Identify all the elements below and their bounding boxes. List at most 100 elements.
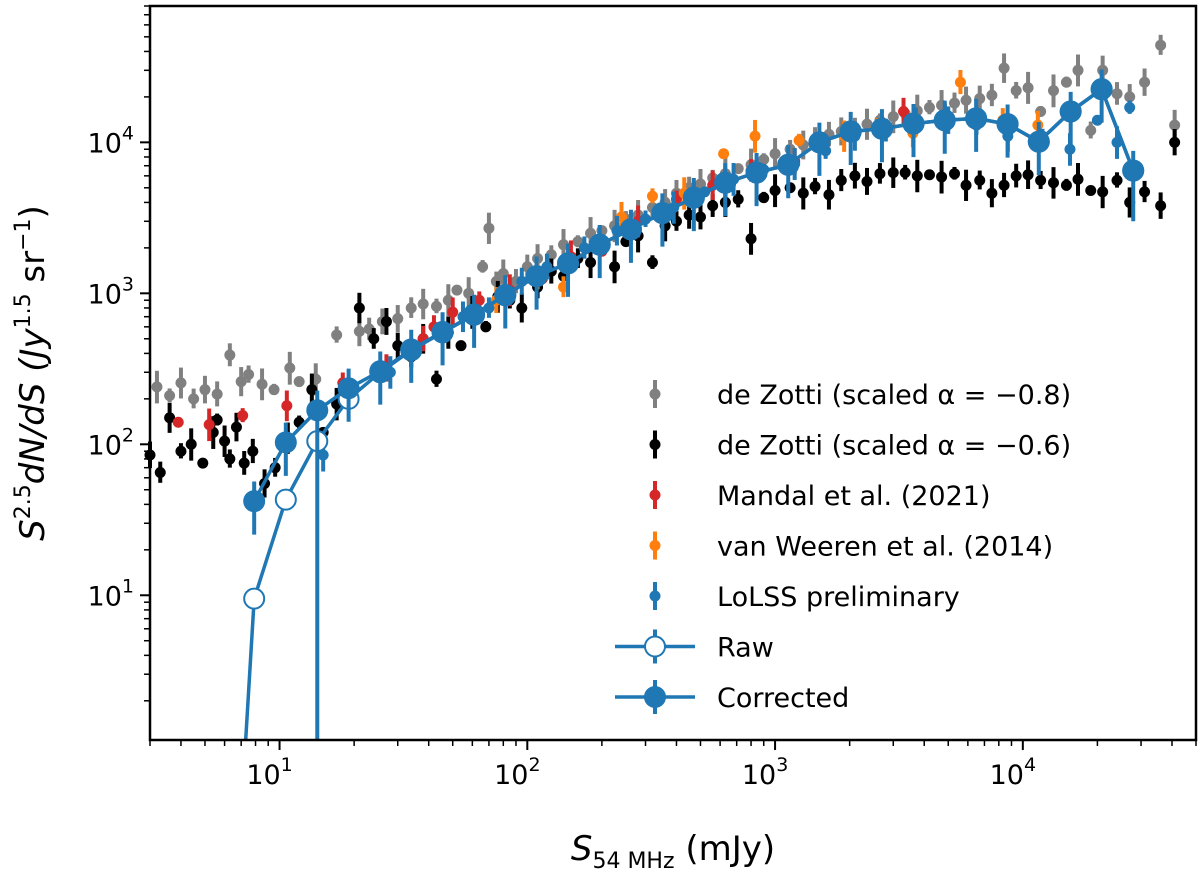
data-point <box>954 76 966 88</box>
data-point <box>293 376 305 388</box>
data-point <box>849 170 861 182</box>
legend-label: van Weeren et al. (2014) <box>717 532 1053 563</box>
data-point <box>998 62 1010 74</box>
corrected-point <box>463 303 486 326</box>
data-point <box>1010 85 1022 97</box>
data-point <box>911 170 923 182</box>
corrected-point <box>1122 159 1145 182</box>
data-point <box>923 169 935 181</box>
data-point <box>861 118 873 130</box>
data-point <box>417 298 429 310</box>
data-point <box>281 400 293 412</box>
data-point <box>1169 136 1181 148</box>
x-tick-label: 103 <box>742 754 788 791</box>
data-point <box>797 187 809 199</box>
data-point <box>899 167 911 179</box>
data-point <box>1155 200 1167 212</box>
y-tick-label: 103 <box>88 273 134 310</box>
data-point <box>164 390 176 402</box>
raw-point <box>243 587 266 610</box>
data-point <box>1085 184 1097 196</box>
data-point <box>749 130 761 142</box>
legend-marker <box>649 540 661 551</box>
data-point <box>1064 143 1076 155</box>
data-point <box>238 457 250 469</box>
corrected-point <box>682 186 705 209</box>
data-point <box>317 449 329 461</box>
data-point <box>451 284 463 296</box>
corrected-point <box>274 431 297 454</box>
data-point <box>1155 39 1167 51</box>
legend-marker <box>649 388 661 400</box>
legend-label: de Zotti (scaled α = −0.8) <box>717 380 1071 411</box>
data-point <box>430 373 442 385</box>
legend-entry: de Zotti (scaled α = −0.8) <box>649 380 1071 411</box>
data-point <box>447 306 459 318</box>
data-point <box>1085 124 1097 136</box>
data-point <box>986 187 998 199</box>
legend-marker <box>644 635 666 658</box>
data-point <box>1035 174 1047 186</box>
data-point <box>861 176 873 188</box>
corrected-point <box>525 265 548 288</box>
data-point <box>243 368 255 380</box>
data-point <box>380 316 392 328</box>
data-point <box>718 148 730 160</box>
data-point <box>1097 186 1109 198</box>
data-point <box>949 168 961 180</box>
data-point <box>237 410 249 422</box>
corrected-point <box>996 113 1019 136</box>
data-point <box>172 416 184 428</box>
corrected-point <box>839 120 862 143</box>
y-tick-label: 102 <box>88 424 134 461</box>
data-point <box>835 174 847 186</box>
data-point <box>1072 173 1084 185</box>
data-point <box>898 106 910 118</box>
data-point <box>758 192 770 204</box>
data-point <box>707 200 719 212</box>
data-point <box>1072 64 1084 76</box>
data-point <box>732 193 744 205</box>
data-point <box>1022 82 1034 94</box>
data-point <box>197 457 209 469</box>
corrected-point <box>1059 100 1082 123</box>
data-point <box>769 184 781 196</box>
corrected-point <box>369 360 392 383</box>
data-point <box>823 189 835 201</box>
data-point <box>224 453 236 465</box>
legend-label: Mandal et al. (2021) <box>717 481 991 512</box>
data-point <box>1022 169 1034 181</box>
corrected-point <box>902 112 925 135</box>
data-point <box>331 329 343 341</box>
data-point <box>986 89 998 101</box>
data-point <box>175 377 187 389</box>
data-point <box>1060 179 1072 191</box>
data-point <box>306 384 318 396</box>
legend-marker <box>649 590 661 602</box>
data-point <box>694 211 706 223</box>
data-point <box>646 190 658 202</box>
legend-entry: van Weeren et al. (2014) <box>649 531 1053 563</box>
corrected-point <box>714 171 737 194</box>
data-point <box>268 384 280 396</box>
data-point <box>949 97 961 109</box>
data-point <box>353 325 365 337</box>
legend-entry: Raw <box>615 629 774 664</box>
y-tick-label: 104 <box>88 122 134 159</box>
corrected-point <box>557 252 580 275</box>
data-point <box>887 111 899 123</box>
data-point <box>164 412 176 424</box>
corrected-point <box>337 377 360 400</box>
data-point <box>1111 174 1123 186</box>
data-point <box>224 349 236 361</box>
corrected-point <box>431 320 454 343</box>
legend-entry: LoLSS preliminary <box>649 582 960 613</box>
corrected-point <box>588 233 611 256</box>
data-point <box>480 321 492 333</box>
plot-background <box>150 6 1196 740</box>
ticks-layer: 101 102 103 104 101 102 103 104 <box>88 5 1197 791</box>
x-tick-label: 102 <box>494 754 540 791</box>
data-point <box>392 313 404 325</box>
corrected-point <box>494 283 517 306</box>
